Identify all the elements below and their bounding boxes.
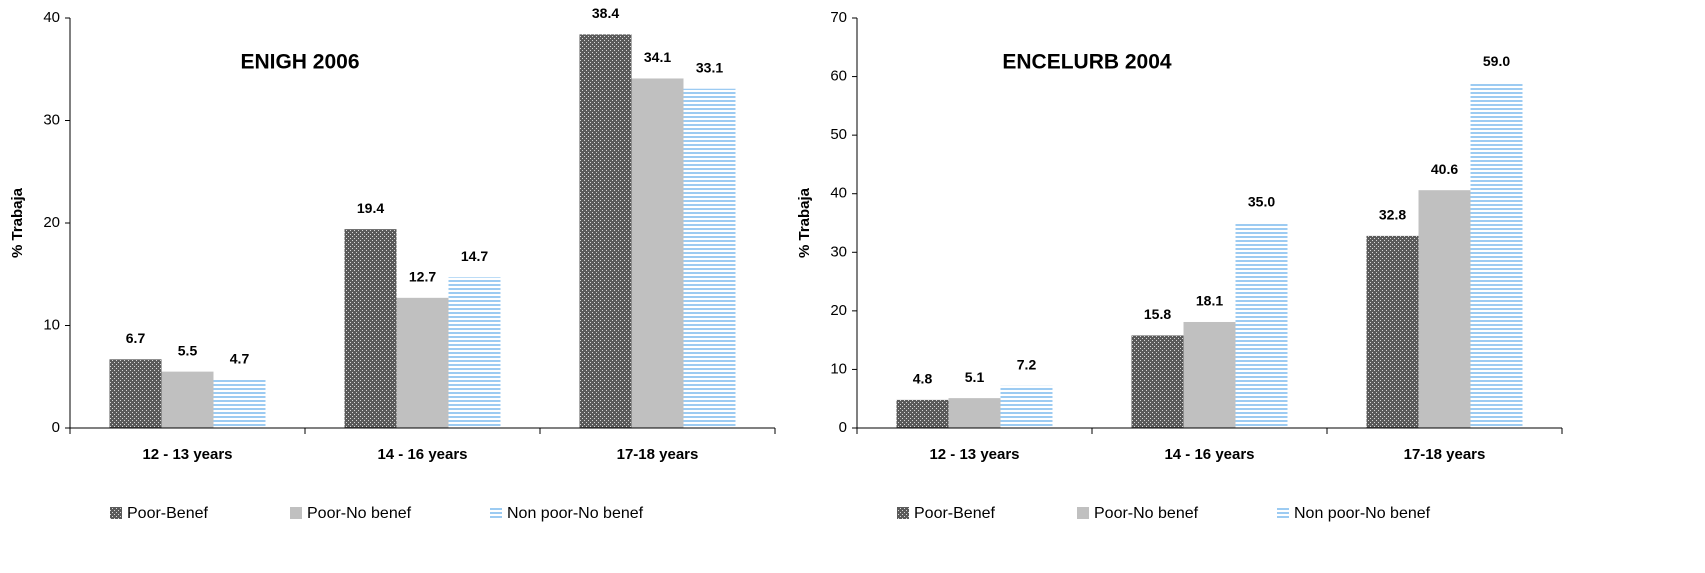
bar bbox=[1418, 190, 1471, 428]
chart-title: ENIGH 2006 bbox=[240, 51, 359, 74]
bar bbox=[213, 379, 266, 428]
bar bbox=[109, 359, 162, 428]
bar bbox=[1000, 385, 1053, 428]
legend-swatch bbox=[290, 507, 302, 519]
value-label: 15.8 bbox=[1144, 306, 1171, 322]
bar bbox=[1366, 235, 1419, 428]
x-tick-label: 14 - 16 years bbox=[377, 446, 467, 463]
legend-label: Poor-Benef bbox=[914, 505, 995, 522]
value-label: 38.4 bbox=[592, 5, 619, 21]
y-tick-label: 10 bbox=[830, 360, 847, 377]
value-label: 7.2 bbox=[1017, 357, 1037, 373]
y-tick-label: 30 bbox=[830, 243, 847, 260]
legend-swatch bbox=[897, 507, 909, 519]
value-label: 40.6 bbox=[1431, 161, 1458, 177]
legend-swatch bbox=[1277, 507, 1289, 519]
legend-label: Non poor-No benef bbox=[507, 505, 644, 522]
y-tick-label: 0 bbox=[839, 419, 847, 436]
bar bbox=[448, 277, 501, 428]
value-label: 18.1 bbox=[1196, 293, 1223, 309]
y-tick-label: 40 bbox=[830, 185, 847, 202]
bar bbox=[1470, 82, 1523, 428]
x-tick-label: 14 - 16 years bbox=[1164, 446, 1254, 463]
x-tick-label: 17-18 years bbox=[617, 446, 699, 463]
value-label: 32.8 bbox=[1379, 207, 1406, 223]
y-tick-label: 20 bbox=[830, 302, 847, 319]
value-label: 35.0 bbox=[1248, 194, 1275, 210]
value-label: 33.1 bbox=[696, 59, 723, 75]
y-tick-label: 50 bbox=[830, 126, 847, 143]
y-tick-label: 30 bbox=[43, 111, 60, 128]
value-label: 4.7 bbox=[230, 351, 250, 367]
legend-swatch bbox=[490, 507, 502, 519]
bar bbox=[344, 229, 397, 428]
value-label: 5.1 bbox=[965, 369, 985, 385]
legend-label: Poor-Benef bbox=[127, 505, 208, 522]
y-tick-label: 20 bbox=[43, 214, 60, 231]
bar bbox=[683, 88, 736, 428]
y-tick-label: 60 bbox=[830, 68, 847, 85]
bar bbox=[579, 34, 632, 429]
chart-title: ENCELURB 2004 bbox=[1002, 51, 1172, 74]
bar bbox=[161, 371, 214, 428]
value-label: 19.4 bbox=[357, 200, 384, 216]
bar bbox=[948, 398, 1001, 428]
bar bbox=[631, 78, 684, 428]
x-tick-label: 17-18 years bbox=[1404, 446, 1486, 463]
bar bbox=[396, 297, 449, 428]
legend-label: Poor-No benef bbox=[1094, 505, 1199, 522]
y-tick-label: 0 bbox=[52, 419, 60, 436]
bar bbox=[896, 399, 949, 428]
y-tick-label: 10 bbox=[43, 316, 60, 333]
y-axis-label: % Trabaja bbox=[796, 187, 813, 258]
value-label: 59.0 bbox=[1483, 53, 1510, 69]
bar bbox=[1131, 335, 1184, 428]
y-axis-label: % Trabaja bbox=[9, 187, 26, 258]
value-label: 5.5 bbox=[178, 342, 198, 358]
legend-label: Non poor-No benef bbox=[1294, 505, 1431, 522]
x-tick-label: 12 - 13 years bbox=[929, 446, 1019, 463]
legend-swatch bbox=[1077, 507, 1089, 519]
value-label: 6.7 bbox=[126, 330, 146, 346]
legend-swatch bbox=[110, 507, 122, 519]
bar bbox=[1183, 321, 1236, 428]
y-tick-label: 70 bbox=[830, 9, 847, 26]
x-tick-label: 12 - 13 years bbox=[142, 446, 232, 463]
value-label: 14.7 bbox=[461, 248, 488, 264]
legend-label: Poor-No benef bbox=[307, 505, 412, 522]
bar bbox=[1235, 223, 1288, 428]
value-label: 34.1 bbox=[644, 49, 671, 65]
value-label: 12.7 bbox=[409, 269, 436, 285]
value-label: 4.8 bbox=[913, 371, 933, 387]
y-tick-label: 40 bbox=[43, 9, 60, 26]
